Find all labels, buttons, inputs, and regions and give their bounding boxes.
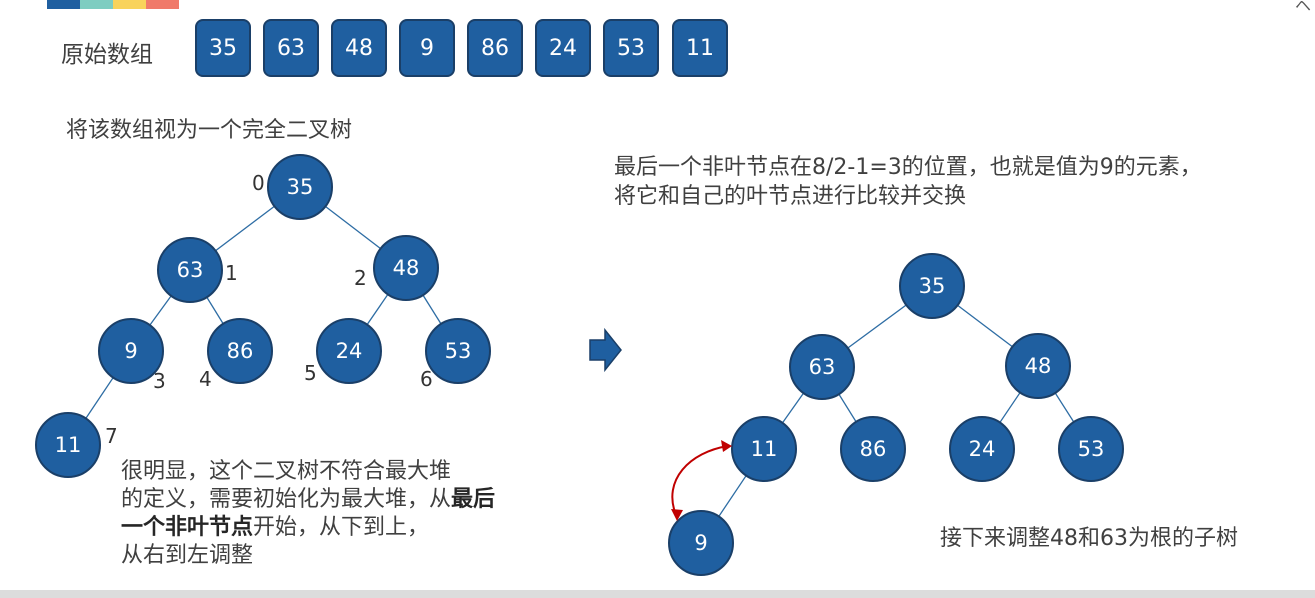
tree-node: 48 [373, 235, 439, 301]
tree-node: 9 [668, 510, 734, 576]
tree-node: 9 [98, 318, 164, 384]
node-value: 53 [445, 339, 472, 363]
explanation-line: 从右到左调整 [121, 543, 254, 568]
node-value: 11 [55, 433, 82, 457]
tree-node: 86 [207, 318, 273, 384]
explanation-text-part: 的定义，需要初始化为最大堆，从 [121, 487, 452, 512]
tree-node: 63 [157, 237, 223, 303]
node-value: 35 [287, 175, 314, 199]
array-cell: 63 [263, 19, 319, 77]
tree-node: 48 [1005, 333, 1071, 399]
top-bar-yellow [113, 0, 146, 9]
description-line: 最后一个非叶节点在8/2-1=3的位置，也就是值为9的元素， [614, 155, 1202, 180]
node-value: 35 [919, 274, 946, 298]
array-cell: 48 [331, 19, 387, 77]
node-index: 0 [252, 171, 265, 195]
left-tree-indices: 0 1 2 3 4 5 6 7 [105, 171, 433, 448]
corner-glyph: ヘ [1294, 0, 1311, 15]
tree-node: 35 [267, 154, 333, 220]
node-value: 24 [336, 339, 363, 363]
description-line: 将它和自己的叶节点进行比较并交换 [614, 184, 967, 209]
node-value: 24 [969, 437, 996, 461]
node-index: 1 [225, 261, 238, 285]
swap-arrow-icon [671, 440, 732, 521]
top-color-bar [47, 0, 179, 9]
bottom-band [0, 590, 1315, 598]
explanation-line: 一个非叶节点开始，从下到上， [121, 514, 495, 542]
right-tree-nodes: 35 63 48 11 86 24 53 9 [668, 253, 1124, 576]
node-index: 7 [105, 424, 118, 448]
original-array-label: 原始数组 [61, 42, 153, 68]
top-bar-blue [47, 0, 80, 9]
right-description: 最后一个非叶节点在8/2-1=3的位置，也就是值为9的元素， 将它和自己的叶节点… [614, 153, 1202, 211]
tree-caption: 将该数组视为一个完全二叉树 [66, 118, 353, 143]
top-bar-red [146, 0, 179, 9]
tree-node: 11 [731, 416, 797, 482]
right-tree-edges [700, 285, 1092, 544]
tree-node: 35 [899, 253, 965, 319]
node-value: 9 [124, 339, 137, 363]
node-value: 48 [1025, 354, 1052, 378]
array-cell: 24 [535, 19, 591, 77]
array-cell: 35 [195, 19, 251, 77]
explanation-line: 的定义，需要初始化为最大堆，从最后 [121, 486, 495, 514]
node-value: 63 [177, 258, 204, 282]
node-value: 9 [694, 531, 707, 555]
explanation-line: 很明显，这个二叉树不符合最大堆 [121, 459, 452, 484]
node-value: 63 [809, 355, 836, 379]
node-index: 4 [199, 367, 212, 391]
top-bar-teal [80, 0, 113, 9]
node-index: 2 [354, 266, 367, 290]
tree-node: 24 [316, 318, 382, 384]
tree-node: 53 [1058, 416, 1124, 482]
left-tree-nodes: 35 63 48 9 86 24 53 11 [35, 154, 491, 478]
explanation-emphasis: 最后 [451, 487, 496, 512]
next-step-text: 接下来调整48和63为根的子树 [940, 526, 1238, 551]
array-cell: 11 [672, 19, 728, 77]
left-tree-edges [67, 186, 459, 446]
explanation-text: 很明显，这个二叉树不符合最大堆 的定义，需要初始化为最大堆，从最后 一个非叶节点… [121, 458, 495, 570]
tree-node: 24 [949, 416, 1015, 482]
node-value: 11 [751, 437, 778, 461]
tree-node: 86 [840, 416, 906, 482]
tree-node: 53 [425, 318, 491, 384]
array-cell: 9 [399, 19, 455, 77]
node-value: 86 [860, 437, 887, 461]
array-cell: 53 [603, 19, 659, 77]
node-value: 53 [1078, 437, 1105, 461]
node-value: 48 [393, 256, 420, 280]
explanation-emphasis: 一个非叶节点 [121, 515, 254, 540]
node-value: 86 [227, 339, 254, 363]
node-index: 3 [153, 369, 166, 393]
right-arrow-icon [589, 327, 622, 373]
array-cell: 86 [467, 19, 523, 77]
tree-node: 63 [789, 334, 855, 400]
explanation-text-part: 开始，从下到上， [253, 515, 430, 540]
tree-node: 11 [35, 412, 101, 478]
node-index: 5 [304, 361, 317, 385]
node-index: 6 [420, 367, 433, 391]
